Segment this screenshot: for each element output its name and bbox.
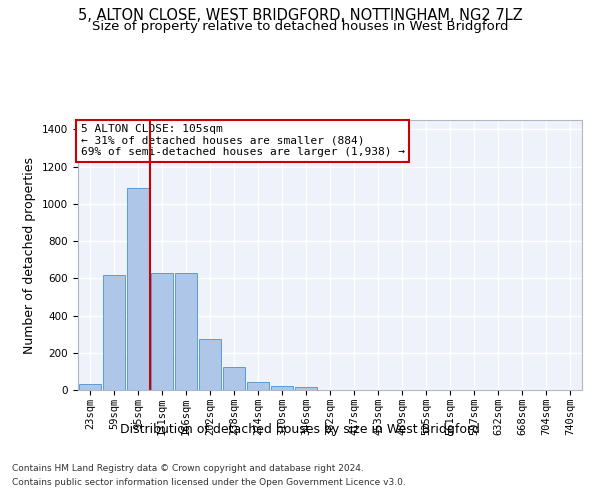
Text: Distribution of detached houses by size in West Bridgford: Distribution of detached houses by size …: [120, 422, 480, 436]
Bar: [271, 386, 293, 390]
Text: Contains public sector information licensed under the Open Government Licence v3: Contains public sector information licen…: [12, 478, 406, 487]
Bar: [103, 276, 125, 390]
Bar: [223, 366, 245, 390]
Y-axis label: Number of detached properties: Number of detached properties: [23, 156, 37, 354]
Bar: [79, 384, 101, 390]
Text: 5 ALTON CLOSE: 105sqm
← 31% of detached houses are smaller (884)
69% of semi-det: 5 ALTON CLOSE: 105sqm ← 31% of detached …: [80, 124, 404, 157]
Bar: [247, 382, 269, 390]
Bar: [175, 272, 197, 390]
Text: 5, ALTON CLOSE, WEST BRIDGFORD, NOTTINGHAM, NG2 7LZ: 5, ALTON CLOSE, WEST BRIDGFORD, NOTTINGH…: [77, 8, 523, 22]
Bar: [151, 272, 173, 390]
Text: Contains HM Land Registry data © Crown copyright and database right 2024.: Contains HM Land Registry data © Crown c…: [12, 464, 364, 473]
Bar: [127, 188, 149, 390]
Bar: [295, 387, 317, 390]
Bar: [199, 339, 221, 390]
Text: Size of property relative to detached houses in West Bridgford: Size of property relative to detached ho…: [92, 20, 508, 33]
